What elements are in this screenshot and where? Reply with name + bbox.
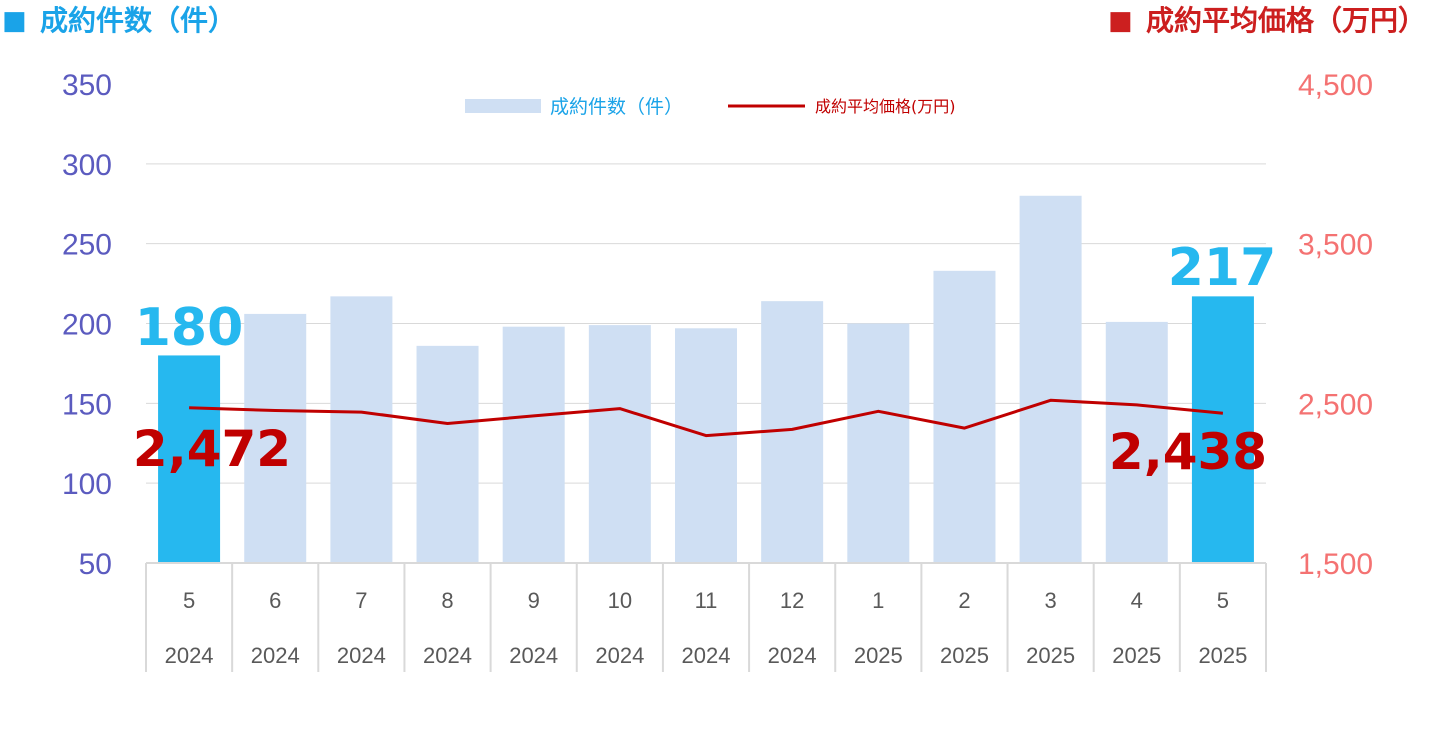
bar [933,270,996,563]
price-line [189,398,1224,438]
year-label: 2024 [768,643,817,668]
year-label: 2025 [854,643,903,668]
year-label: 2025 [1112,643,1161,668]
left-tick-label: 300 [62,149,112,182]
legend-bar-label: 成約件数（件） [550,96,683,118]
year-label: 2025 [1026,643,1075,668]
bar [1019,195,1082,563]
year-label: 2025 [1198,643,1247,668]
left-tick-label: 100 [62,468,112,501]
legend-line-label: 成約平均価格(万円) [815,97,956,116]
month-label: 2 [958,588,970,613]
bar-series [158,195,1254,563]
left-axis-title: 成約件数（件） [40,4,236,37]
left-tick-label: 350 [62,69,112,102]
month-label: 9 [528,588,540,613]
right-header-marker: ■ [1108,6,1133,36]
data-label-line-last: 2,438 [1109,423,1267,481]
left-tick-label: 150 [62,388,112,421]
bar [502,326,565,563]
month-label: 8 [441,588,453,613]
right-tick-label: 3,500 [1298,229,1373,262]
left-axis-ticks: 350 300 250 200 150 100 50 [62,69,112,581]
left-tick-label: 200 [62,309,112,342]
year-label: 2024 [595,643,644,668]
month-label: 11 [695,588,718,613]
year-label: 2024 [423,643,472,668]
right-axis-title: 成約平均価格（万円） [1146,4,1426,37]
bar [1191,296,1254,563]
data-label-line-first: 2,472 [133,420,291,478]
month-label: 4 [1131,588,1143,613]
legend: 成約件数（件） 成約平均価格(万円) [465,96,956,118]
bar [158,355,221,563]
bar [1105,321,1168,563]
right-tick-label: 4,500 [1298,69,1373,102]
year-label: 2024 [337,643,386,668]
right-tick-label: 2,500 [1298,388,1373,421]
month-label: 5 [183,588,195,613]
data-label-bar-first: 180 [135,298,244,358]
month-label: 5 [1217,588,1229,613]
left-tick-label: 250 [62,229,112,262]
bar [416,345,479,563]
data-label-bar-last: 217 [1168,238,1277,298]
year-label: 2024 [165,643,214,668]
month-label: 12 [780,588,804,613]
month-label: 1 [872,588,884,613]
bar [330,296,393,563]
right-axis-ticks: 4,500 3,500 2,500 1,500 [1298,69,1373,581]
left-tick-label: 50 [79,548,112,581]
left-header-marker: ■ [2,6,27,36]
bar [244,313,307,563]
month-label: 3 [1044,588,1056,613]
bar [588,325,651,563]
year-label: 2024 [251,643,300,668]
year-label: 2024 [509,643,558,668]
right-tick-label: 1,500 [1298,548,1373,581]
year-label: 2024 [682,643,731,668]
bar [847,323,910,563]
category-table: 5202462024720248202492024102024112024122… [145,562,1267,672]
month-label: 6 [269,588,281,613]
line-series [189,398,1224,438]
month-label: 10 [608,588,632,613]
year-label: 2025 [940,643,989,668]
bar [675,328,737,563]
legend-bar-swatch [465,99,541,113]
month-label: 7 [355,588,367,613]
